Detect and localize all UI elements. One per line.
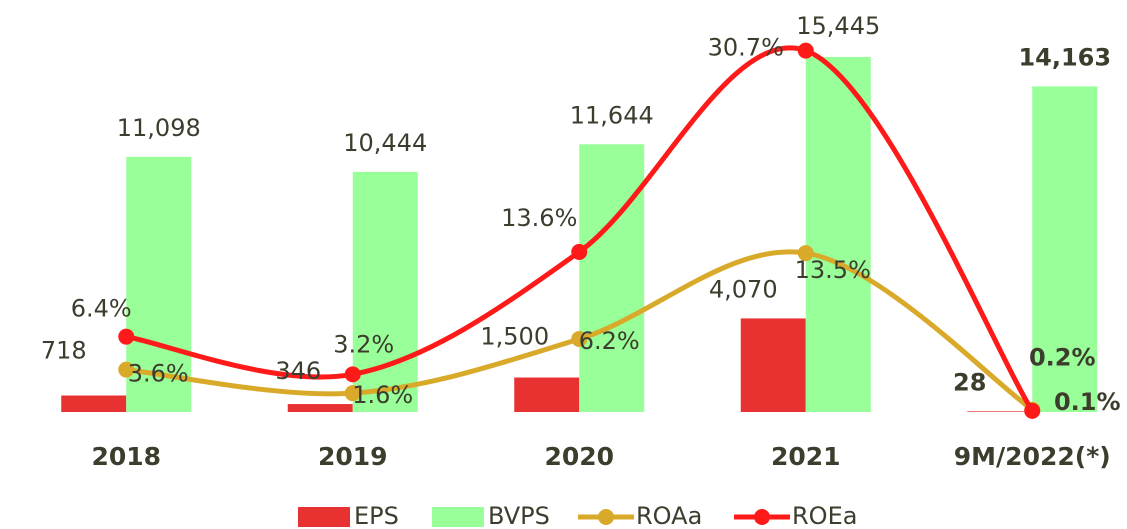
data-label: 0.1%	[1054, 388, 1121, 416]
data-label: 0.2%	[1029, 344, 1096, 372]
bar	[1032, 86, 1098, 413]
point	[797, 245, 814, 262]
point	[571, 243, 588, 260]
data-label: 346	[275, 357, 321, 385]
point	[571, 331, 588, 348]
legend-swatch	[754, 509, 770, 525]
legend-label: ROEa	[792, 502, 857, 529]
data-label: 3.2%	[333, 330, 394, 358]
data-label: 718	[41, 336, 87, 364]
x-tick-label: 2018	[91, 442, 161, 471]
x-tick-label: 2021	[771, 442, 841, 471]
bar	[805, 56, 871, 413]
bar	[287, 404, 353, 412]
data-label: 6.2%	[579, 327, 640, 355]
bar	[61, 395, 127, 412]
point	[344, 366, 361, 383]
line	[125, 45, 1035, 413]
data-label: 14,163	[1018, 43, 1111, 71]
data-label: 1,500	[480, 323, 549, 351]
x-tick-label: 2020	[544, 442, 614, 471]
legend-label: EPS	[354, 502, 399, 529]
x-tick-label: 2019	[318, 442, 388, 471]
point	[1024, 402, 1041, 419]
data-label: 4,070	[709, 275, 778, 303]
point	[118, 361, 135, 378]
legend-swatch	[598, 509, 614, 525]
bar	[514, 377, 580, 412]
legend-label: ROAa	[636, 502, 702, 529]
legend-label: BVPS	[488, 502, 550, 529]
bar	[352, 171, 418, 412]
data-label: 11,098	[117, 114, 201, 142]
data-label: 30.7%	[708, 34, 784, 62]
data-label: 13.5%	[795, 256, 871, 284]
bar	[579, 144, 645, 412]
bar	[740, 318, 806, 412]
data-label: 3.6%	[128, 360, 189, 388]
data-label: 11,644	[570, 101, 654, 129]
legend-swatch	[298, 507, 350, 527]
data-label: 10,444	[343, 129, 427, 157]
point	[344, 385, 361, 402]
data-label: 6.4%	[71, 295, 132, 323]
data-label: 15,445	[796, 12, 880, 40]
data-label: 13.6%	[501, 204, 577, 232]
data-label: 28	[953, 368, 986, 396]
point	[118, 328, 135, 345]
legend-swatch	[432, 507, 484, 527]
data-label: 1.6%	[352, 381, 413, 409]
x-tick-label: 9M/2022(*)	[954, 442, 1111, 471]
bar	[967, 411, 1033, 412]
point	[797, 42, 814, 59]
